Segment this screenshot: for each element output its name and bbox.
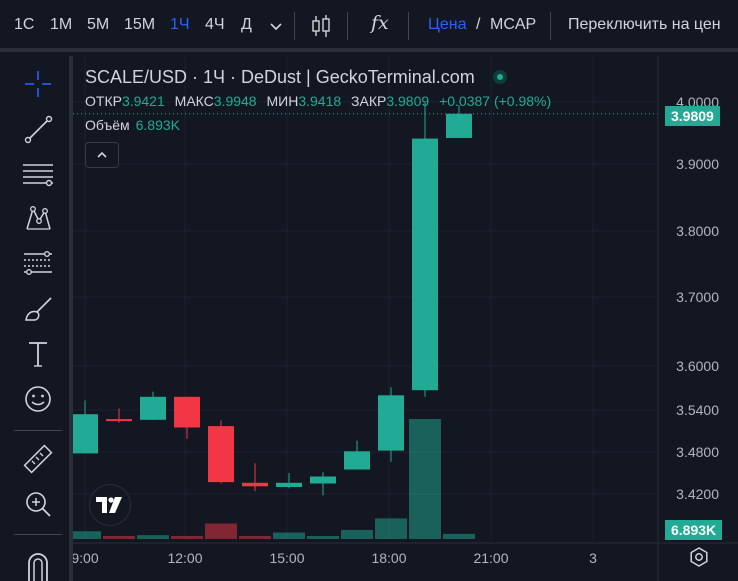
toolbar-divider <box>347 12 348 40</box>
price-toggle[interactable]: Цена <box>428 16 467 33</box>
live-status-icon <box>492 70 507 84</box>
price-axis-label: 3.5400 <box>676 402 719 418</box>
low-value: 3.9418 <box>298 93 342 109</box>
volume-bar <box>205 523 237 539</box>
price-axis-label: 3.7000 <box>676 289 719 305</box>
brush-icon[interactable] <box>20 291 56 327</box>
candle-body <box>106 419 132 422</box>
volume-bar <box>375 518 407 539</box>
price-axis-label: 3.4800 <box>676 444 719 460</box>
candle-body <box>446 113 472 138</box>
volume-bar <box>171 536 203 539</box>
crosshair-icon[interactable] <box>20 66 56 102</box>
close-value: 3.9809 <box>386 93 430 109</box>
interval-1s[interactable]: 1С <box>14 16 35 33</box>
time-axis-label: 21:00 <box>473 550 508 566</box>
volume-bar <box>341 529 373 539</box>
time-axis-label: 12:00 <box>167 550 202 566</box>
interval-4h[interactable]: 4Ч <box>205 16 225 33</box>
candle-body <box>242 482 268 487</box>
drawing-toolbar <box>0 56 73 581</box>
symbol-title: SCALE/USD · 1Ч · DeDust | GeckoTerminal.… <box>85 66 557 88</box>
price-axis-label: 3.9000 <box>676 156 719 172</box>
volume-label: Объём <box>85 117 130 133</box>
volume-row: Объём 6.893K <box>85 116 557 134</box>
interval-1h[interactable]: 1Ч <box>170 16 190 33</box>
volume-bar <box>273 532 305 539</box>
candles-icon[interactable] <box>309 12 333 40</box>
high-label: МАКС <box>174 93 214 109</box>
fib-retracement-icon[interactable] <box>20 245 56 281</box>
open-label: ОТКР <box>85 93 122 109</box>
tradingview-logo[interactable] <box>89 484 131 526</box>
ohlc-row: ОТКР3.9421 МАКС3.9948 МИН3.9418 ЗАКР3.98… <box>85 92 557 110</box>
price-axis-label: 3.6000 <box>676 358 719 374</box>
price-chart[interactable]: 4.0000 3.9000 3.8000 3.7000 3.6000 3.5400 3.48… <box>73 56 738 581</box>
last-volume-tag: 6.893K <box>665 520 723 540</box>
interval-15m[interactable]: 15М <box>124 16 156 33</box>
time-axis-label: 15:00 <box>269 550 304 566</box>
settings-gear-icon[interactable] <box>688 546 710 568</box>
tv-logo-icon <box>96 497 122 513</box>
change-value: +0.0387 (+0.98%) <box>439 93 552 109</box>
emoji-icon[interactable] <box>20 381 56 417</box>
toolbar-divider <box>408 12 409 40</box>
chevron-up-icon <box>97 151 107 158</box>
last-price-tag: 3.9809 <box>665 106 720 126</box>
toolbar-divider <box>550 12 551 40</box>
toggle-slash: / <box>476 16 481 33</box>
ruler-icon[interactable] <box>20 441 56 477</box>
low-label: МИН <box>266 93 299 109</box>
magnet-icon[interactable] <box>20 546 56 581</box>
volume-bar <box>307 536 339 539</box>
toolbar-divider <box>294 12 295 40</box>
volume-bar <box>443 533 475 539</box>
candle-body <box>412 138 438 391</box>
candle-body <box>73 414 98 454</box>
price-axis-label: 3.4200 <box>676 486 719 502</box>
candle-body <box>208 426 234 483</box>
chevron-down-icon[interactable] <box>264 12 288 40</box>
symbol-title-text: SCALE/USD · 1Ч · DeDust | GeckoTerminal.… <box>85 67 475 87</box>
switch-currency-button[interactable]: Переключить на цен <box>568 16 721 33</box>
text-tool-icon[interactable] <box>20 336 56 372</box>
tool-divider <box>14 534 62 535</box>
candle-body <box>310 476 336 484</box>
candle-body <box>174 396 200 428</box>
mcap-toggle[interactable]: MCAP <box>490 16 537 33</box>
time-axis-label: 18:00 <box>371 550 406 566</box>
zoom-in-icon[interactable] <box>20 486 56 522</box>
interval-5m[interactable]: 5М <box>87 16 110 33</box>
high-value: 3.9948 <box>213 93 257 109</box>
volume-bar <box>73 531 101 539</box>
collapse-legend-button[interactable] <box>85 142 119 168</box>
trend-line-icon[interactable] <box>20 111 56 147</box>
volume-bar <box>409 419 441 539</box>
interval-1m[interactable]: 1М <box>50 16 73 33</box>
close-label: ЗАКР <box>351 93 387 109</box>
candle-body <box>378 395 404 451</box>
tool-divider <box>14 430 62 431</box>
candle-body <box>276 482 302 487</box>
price-axis-label: 3.8000 <box>676 223 719 239</box>
top-toolbar: 1С 1М 5М 15М 1Ч 4Ч Д fx Цена / MCAP Пере… <box>0 0 738 52</box>
interval-1d[interactable]: Д <box>241 16 252 33</box>
time-axis-label: 3 <box>589 550 597 566</box>
indicators-fx-button[interactable]: fx <box>371 12 389 34</box>
volume-value: 6.893K <box>135 117 180 133</box>
candle-body <box>140 396 166 420</box>
time-axis-label: 9:00 <box>73 550 99 566</box>
pattern-icon[interactable] <box>20 200 56 236</box>
horizontal-lines-icon[interactable] <box>20 156 56 192</box>
chart-legend: SCALE/USD · 1Ч · DeDust | GeckoTerminal.… <box>85 66 557 168</box>
open-value: 3.9421 <box>121 93 165 109</box>
volume-bar <box>103 536 135 539</box>
volume-bar <box>239 536 271 539</box>
candle-body <box>344 451 370 470</box>
volume-bar <box>137 535 169 539</box>
